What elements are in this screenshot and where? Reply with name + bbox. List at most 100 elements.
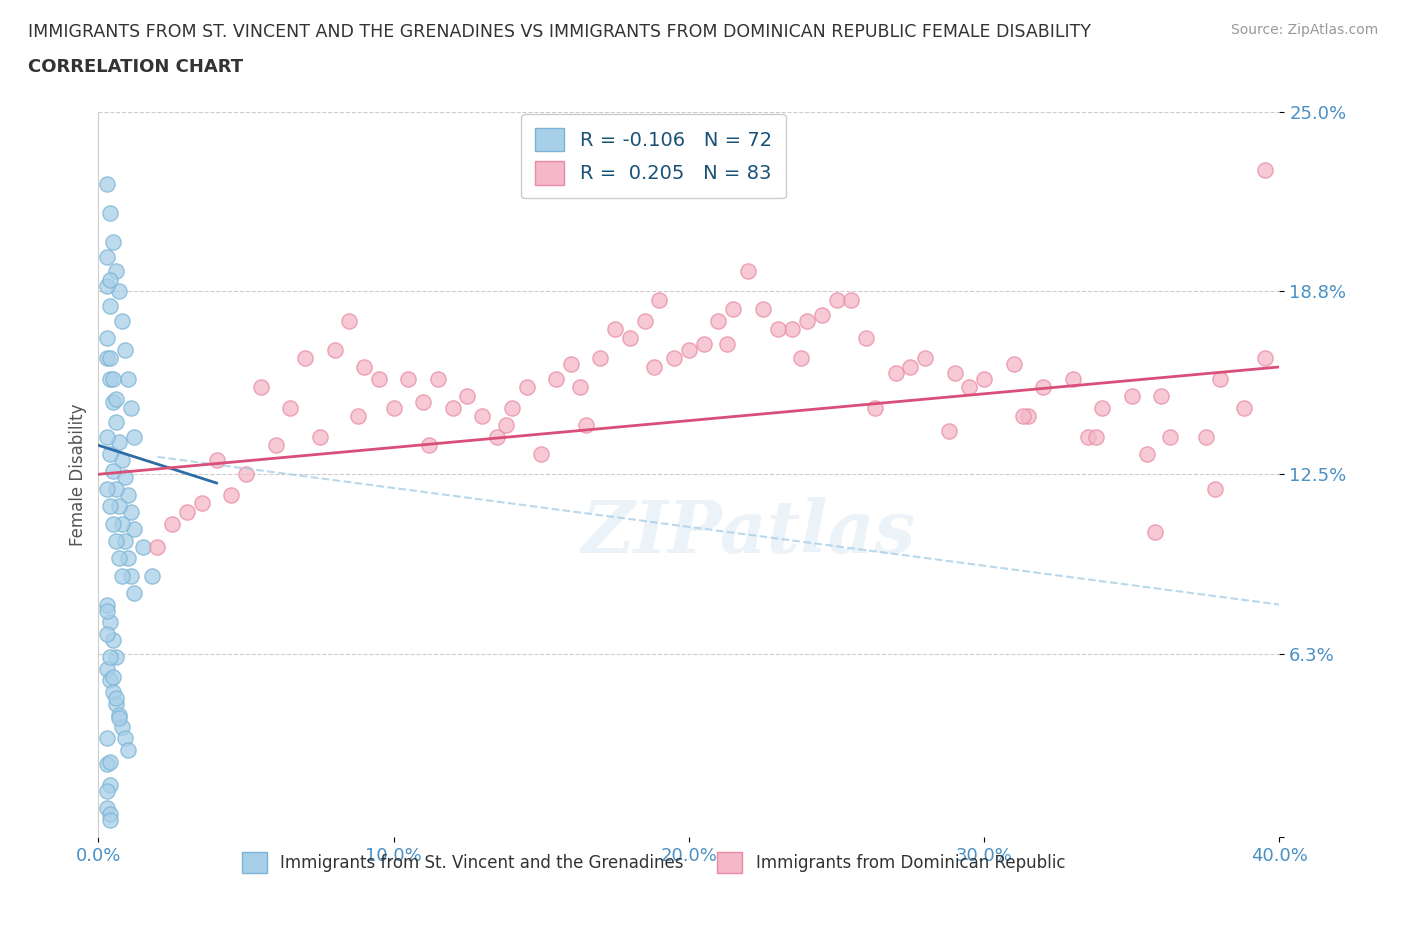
Point — [103, 371, 125, 386]
Point — [117, 487, 139, 502]
Point — [664, 351, 686, 365]
Point — [98, 754, 121, 769]
Point — [117, 742, 139, 757]
Point — [1150, 389, 1173, 404]
Point — [108, 435, 131, 450]
Point — [98, 446, 121, 461]
Point — [347, 409, 370, 424]
Point — [1233, 400, 1256, 415]
Point — [114, 342, 136, 357]
Point — [1002, 356, 1025, 371]
Point — [900, 360, 922, 375]
Point — [146, 539, 169, 554]
Point — [575, 418, 598, 432]
Point — [530, 446, 553, 461]
Point — [1062, 371, 1084, 386]
Point — [1136, 446, 1159, 461]
Point — [98, 673, 121, 688]
Point — [122, 586, 145, 601]
Point — [114, 731, 136, 746]
Point — [1209, 371, 1232, 386]
Point — [103, 464, 125, 479]
Point — [98, 777, 121, 792]
Point — [353, 360, 375, 375]
Point — [98, 272, 121, 287]
Point — [648, 293, 671, 308]
Point — [96, 757, 118, 772]
Point — [441, 400, 464, 415]
Point — [122, 522, 145, 537]
Point — [108, 551, 131, 565]
Point — [114, 534, 136, 549]
Point — [103, 234, 125, 249]
Point — [1144, 525, 1167, 539]
Point — [96, 249, 118, 264]
Point — [98, 615, 121, 630]
Point — [103, 632, 125, 647]
Point — [973, 371, 995, 386]
Point — [250, 379, 273, 394]
Point — [1195, 429, 1218, 444]
Point — [427, 371, 450, 386]
Point — [398, 371, 420, 386]
Point — [96, 177, 118, 192]
Point — [752, 301, 775, 316]
Point — [264, 438, 287, 453]
Point — [412, 394, 434, 409]
Point — [98, 206, 121, 220]
Point — [105, 650, 128, 665]
Point — [108, 498, 131, 513]
Point — [280, 400, 302, 415]
Point — [98, 371, 121, 386]
Point — [368, 371, 391, 386]
Point — [1085, 429, 1108, 444]
Point — [96, 429, 118, 444]
Point — [884, 365, 907, 380]
Point — [716, 337, 738, 352]
Point — [855, 330, 877, 345]
Point — [560, 356, 582, 371]
Point — [105, 392, 128, 406]
Point — [589, 351, 612, 365]
Point — [111, 719, 134, 734]
Point — [98, 351, 121, 365]
Point — [1254, 351, 1277, 365]
Point — [382, 400, 405, 415]
Point — [96, 661, 118, 676]
Point — [96, 330, 118, 345]
Point — [176, 505, 198, 520]
Point — [471, 409, 494, 424]
Point — [98, 650, 121, 665]
Point — [723, 301, 745, 316]
Point — [707, 313, 730, 328]
Point — [766, 322, 789, 337]
Point — [309, 429, 332, 444]
Point — [98, 299, 121, 313]
Point — [132, 539, 155, 554]
Point — [103, 684, 125, 699]
Point — [1077, 429, 1099, 444]
Point — [1018, 409, 1040, 424]
Point — [294, 351, 316, 365]
Point — [678, 342, 700, 357]
Point — [1032, 379, 1054, 394]
Point — [1204, 482, 1226, 497]
Point — [105, 696, 128, 711]
Point — [841, 293, 863, 308]
Point — [863, 400, 886, 415]
Point — [117, 371, 139, 386]
Point — [790, 351, 813, 365]
Point — [162, 516, 183, 531]
Point — [619, 330, 641, 345]
Point — [235, 467, 257, 482]
Point — [1121, 389, 1143, 404]
Point — [108, 284, 131, 299]
Point — [205, 452, 228, 467]
Point — [120, 400, 142, 415]
Point — [105, 264, 128, 279]
Point — [568, 379, 591, 394]
Point — [96, 597, 118, 612]
Point — [105, 415, 128, 430]
Point — [108, 708, 131, 723]
Point — [103, 670, 125, 684]
